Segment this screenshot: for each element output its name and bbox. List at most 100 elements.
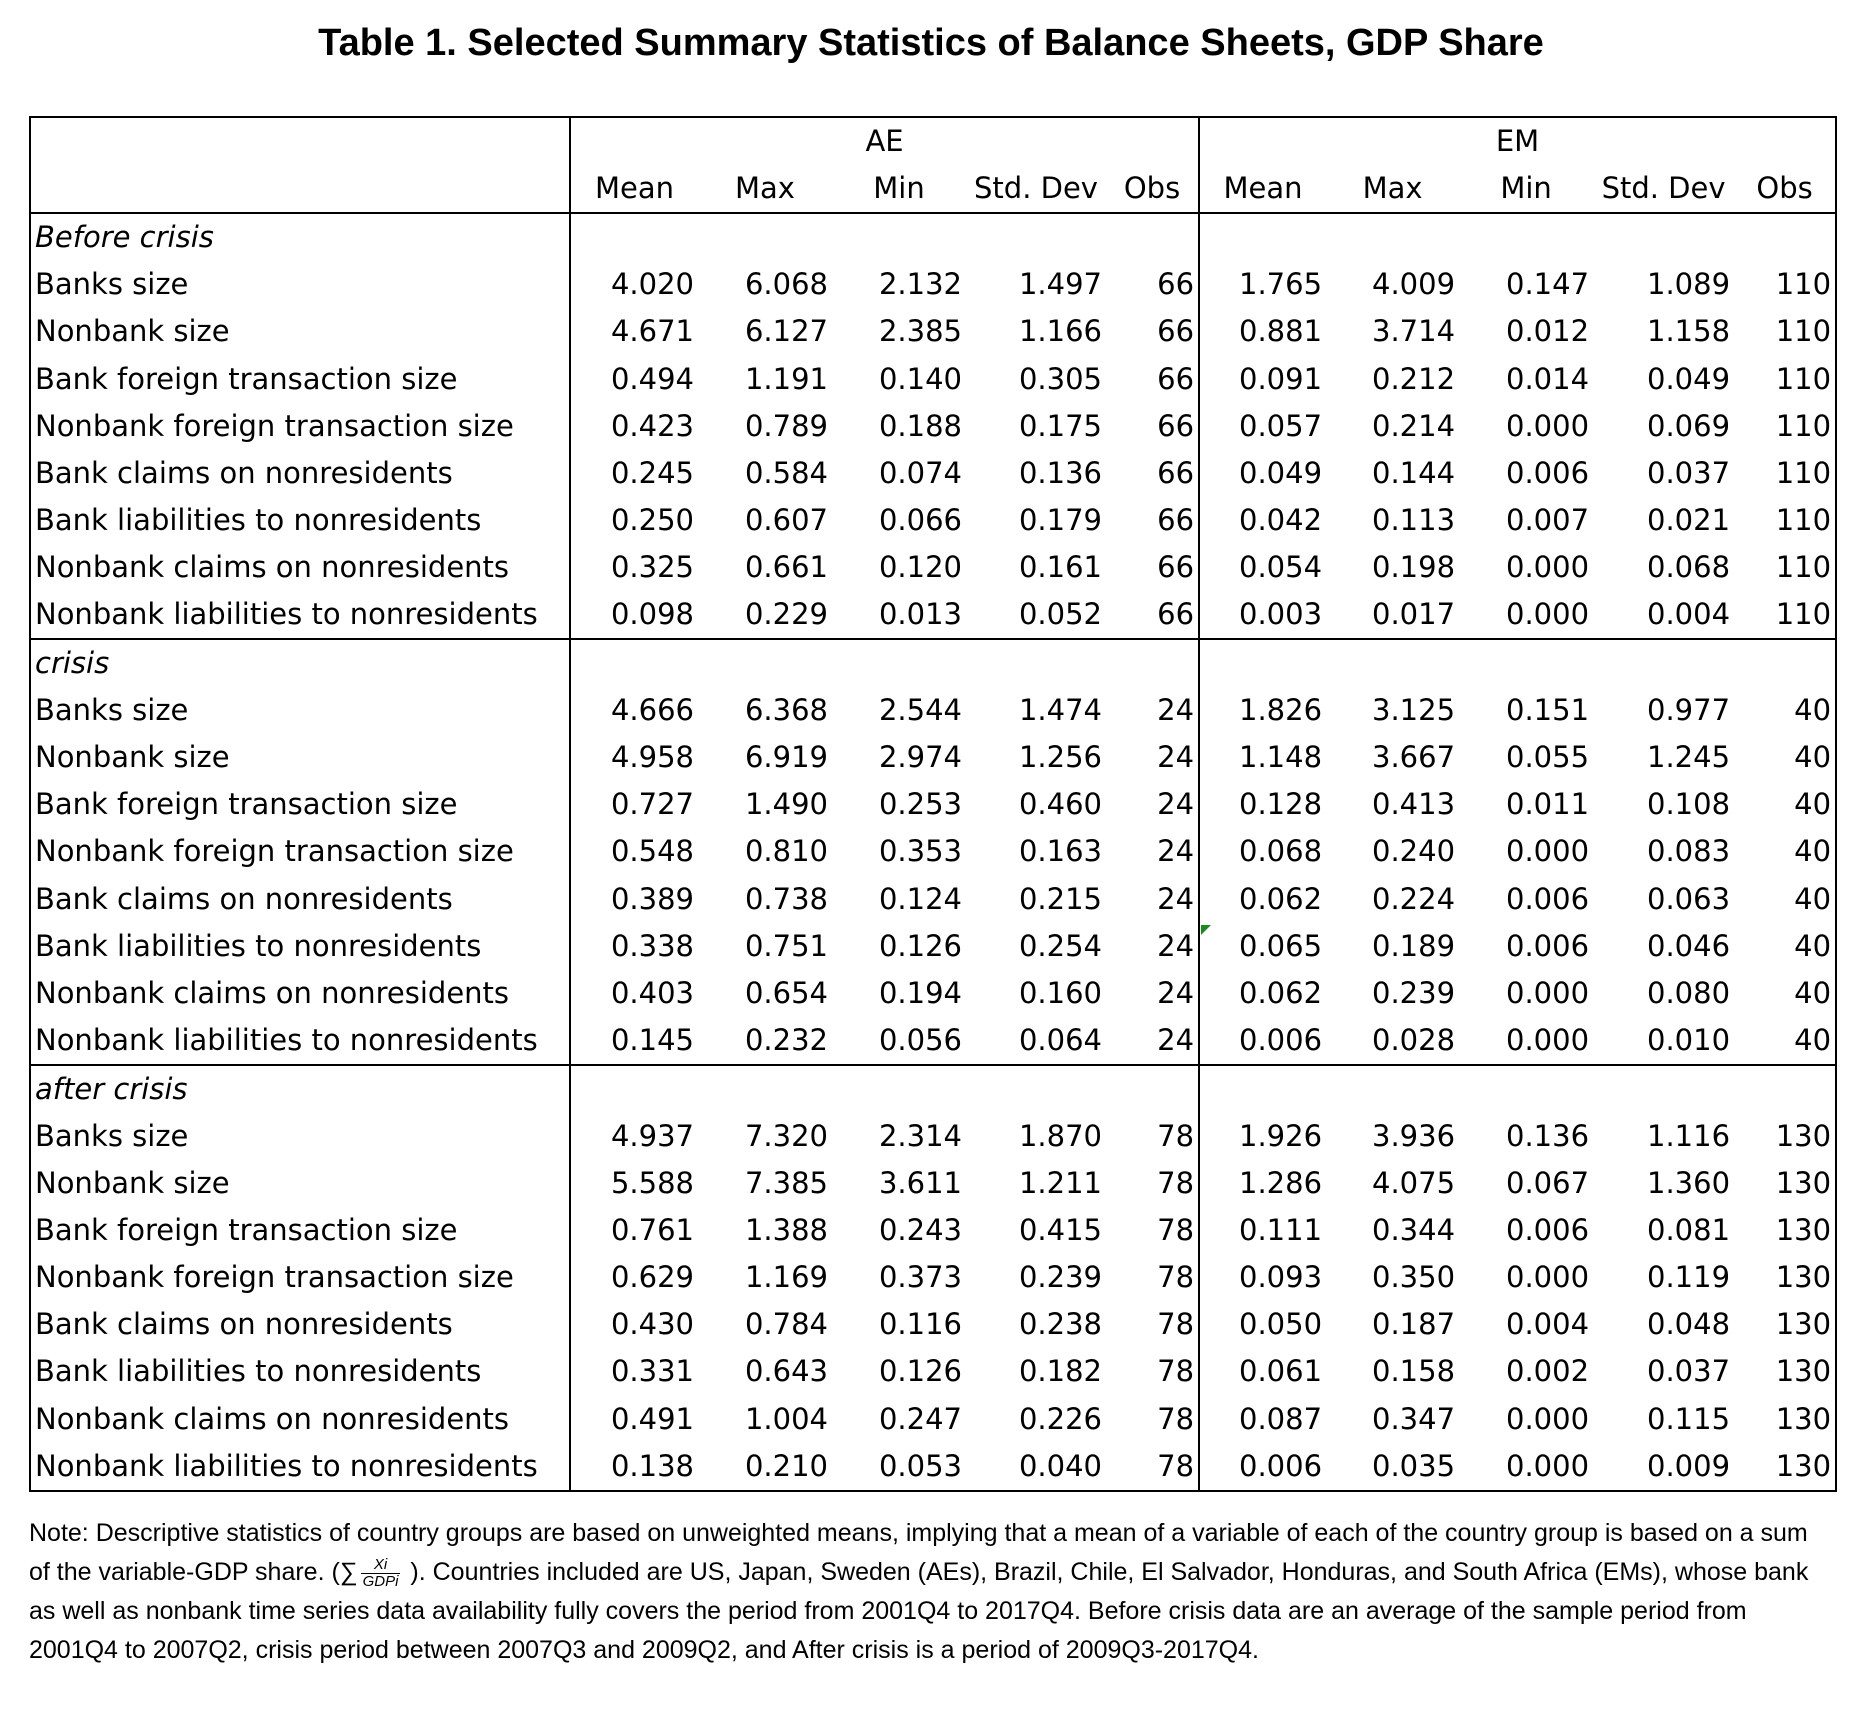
value-cell: 0.789 bbox=[744, 408, 828, 443]
cell-comment-marker bbox=[1201, 924, 1212, 935]
value-cell: 0.000 bbox=[1506, 834, 1590, 869]
value-cell: 0.253 bbox=[878, 787, 962, 822]
table-row: Nonbank claims on nonresidents 0.325 0.661… bbox=[30, 543, 1836, 591]
value-cell: 1.169 bbox=[744, 1260, 828, 1295]
value-cell: 6.919 bbox=[744, 740, 828, 775]
value-cell: 1.004 bbox=[744, 1401, 828, 1436]
value-cell: 0.067 bbox=[1506, 1166, 1590, 1201]
value-cell: 78 bbox=[1106, 1160, 1201, 1208]
value-cell: 0.053 bbox=[878, 1448, 962, 1483]
row-label: Bank foreign transaction size bbox=[30, 355, 571, 403]
summary-statistics-table: AE EM Mean Max Min Std. Dev Obs Mean Max Min Std… bbox=[29, 116, 1838, 1492]
formula-numerator: Xi bbox=[360, 1556, 401, 1574]
value-cell: 0.000 bbox=[1459, 590, 1594, 641]
value-cell: 0.238 bbox=[1018, 1307, 1102, 1342]
row-label: Bank claims on nonresidents bbox=[30, 875, 571, 923]
column-header-ae-max: Max bbox=[698, 165, 832, 215]
value-cell: 1.191 bbox=[744, 361, 828, 396]
table-row: Nonbank size 4.958 6.919 2.974 1.256 24 1.148 3… bbox=[30, 734, 1836, 782]
value-cell: 0.389 bbox=[610, 881, 694, 916]
row-label: Nonbank size bbox=[30, 308, 571, 356]
value-cell: 130 bbox=[1775, 1166, 1832, 1201]
value-cell: 0.160 bbox=[1018, 975, 1102, 1010]
value-cell: 1.211 bbox=[1018, 1166, 1102, 1201]
value-cell: 0.037 bbox=[1647, 455, 1731, 490]
column-header-ae-mean: Mean bbox=[570, 165, 698, 215]
value-cell: 0.305 bbox=[1018, 361, 1102, 396]
empty-cell bbox=[1326, 1065, 1459, 1113]
value-cell: 0.347 bbox=[1372, 1401, 1456, 1436]
value-cell: 2.385 bbox=[878, 314, 962, 349]
value-cell: 0.006 bbox=[1199, 1016, 1327, 1066]
row-label: Bank claims on nonresidents bbox=[30, 1301, 571, 1349]
value-cell: 1.148 bbox=[1239, 740, 1323, 775]
value-cell: 1.256 bbox=[1018, 740, 1102, 775]
value-cell: 0.607 bbox=[744, 502, 828, 537]
value-cell: 0.136 bbox=[1018, 455, 1102, 490]
column-header-em-obs: Obs bbox=[1734, 165, 1837, 215]
value-cell: 3.125 bbox=[1372, 693, 1456, 728]
value-cell: 130 bbox=[1775, 1448, 1832, 1483]
value-cell: 0.004 bbox=[1593, 590, 1735, 641]
row-label: Nonbank foreign transaction size bbox=[30, 1254, 571, 1302]
value-cell: 40 bbox=[1794, 740, 1832, 775]
value-cell: 6.127 bbox=[744, 314, 828, 349]
value-cell: 0.548 bbox=[610, 834, 694, 869]
value-cell: 4.671 bbox=[610, 314, 694, 349]
group-header-em: EM bbox=[1495, 124, 1540, 159]
value-cell: 4.020 bbox=[610, 267, 694, 302]
value-cell: 0.212 bbox=[1372, 361, 1456, 396]
table-row: Nonbank liabilities to nonresidents 0.145… bbox=[30, 1016, 1837, 1066]
formula-denominator: GDPi bbox=[362, 1572, 399, 1590]
value-cell: 0.113 bbox=[1372, 502, 1456, 537]
row-label: Nonbank claims on nonresidents bbox=[30, 543, 571, 591]
value-cell: 110 bbox=[1775, 314, 1832, 349]
value-cell: 24 bbox=[1106, 734, 1201, 782]
value-cell: 0.003 bbox=[1199, 590, 1327, 641]
value-cell: 0.057 bbox=[1239, 408, 1323, 443]
value-cell: 0.126 bbox=[878, 928, 962, 963]
value-cell: 0.224 bbox=[1372, 881, 1456, 916]
empty-cell bbox=[1734, 213, 1836, 261]
row-label: Nonbank liabilities to nonresidents bbox=[30, 1016, 571, 1066]
table-row: Nonbank foreign transaction size 0.548 0.8… bbox=[30, 828, 1836, 876]
value-cell: 78 bbox=[1106, 1112, 1201, 1161]
value-cell: 0.063 bbox=[1647, 881, 1731, 916]
row-label: Nonbank size bbox=[30, 1160, 571, 1208]
value-cell: 0.061 bbox=[1239, 1354, 1323, 1389]
value-cell: 24 bbox=[1106, 1016, 1201, 1066]
value-cell: 0.738 bbox=[744, 881, 828, 916]
value-cell: 0.344 bbox=[1372, 1213, 1456, 1248]
empty-cell bbox=[1326, 213, 1459, 261]
row-label: Bank foreign transaction size bbox=[30, 1207, 571, 1255]
value-cell: 0.460 bbox=[1018, 787, 1102, 822]
section-header-row: after crisis bbox=[30, 1064, 1836, 1113]
value-cell: 110 bbox=[1775, 549, 1832, 584]
value-cell: 130 bbox=[1775, 1307, 1832, 1342]
value-cell: 2.544 bbox=[878, 693, 962, 728]
value-cell: 2.314 bbox=[878, 1119, 962, 1154]
value-cell: 40 bbox=[1794, 881, 1832, 916]
value-cell: 0.080 bbox=[1647, 975, 1731, 1010]
value-cell: 0.430 bbox=[610, 1307, 694, 1342]
value-cell: 66 bbox=[1106, 261, 1201, 309]
value-cell: 0.062 bbox=[1239, 881, 1323, 916]
value-cell: 66 bbox=[1106, 308, 1201, 356]
value-cell: 1.116 bbox=[1647, 1119, 1731, 1154]
value-cell: 130 bbox=[1775, 1401, 1832, 1436]
value-cell: 1.926 bbox=[1239, 1119, 1323, 1154]
value-cell: 0.144 bbox=[1372, 455, 1456, 490]
value-cell: 0.014 bbox=[1506, 361, 1590, 396]
table-row: Bank claims on nonresidents 0.430 0.784 0.1… bbox=[30, 1301, 1836, 1349]
empty-cell bbox=[1326, 639, 1459, 687]
empty-cell bbox=[698, 213, 832, 261]
value-cell: 0.188 bbox=[878, 408, 962, 443]
column-header-em-min: Min bbox=[1459, 165, 1594, 215]
value-cell: 40 bbox=[1794, 928, 1832, 963]
value-cell: 0.147 bbox=[1506, 267, 1590, 302]
table-row: Bank foreign transaction size 0.494 1.191 0… bbox=[30, 355, 1836, 403]
table-row: Bank liabilities to nonresidents 0.250 0.6… bbox=[30, 496, 1836, 544]
value-cell: 1.286 bbox=[1239, 1166, 1323, 1201]
table-row: Bank foreign transaction size 0.727 1.490 0… bbox=[30, 781, 1836, 829]
value-cell: 7.385 bbox=[744, 1166, 828, 1201]
